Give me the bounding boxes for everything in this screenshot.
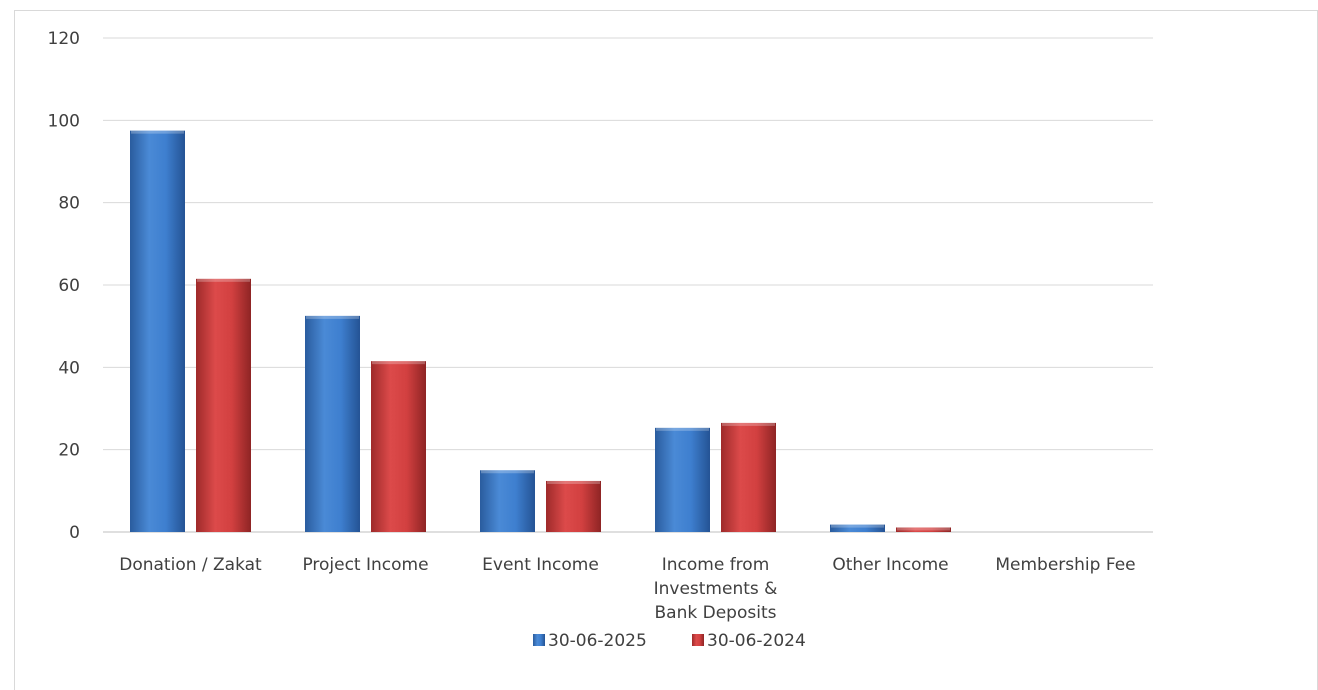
bar-30-06-2025-4 bbox=[830, 524, 885, 532]
bars bbox=[130, 130, 951, 532]
bar-30-06-2024-1 bbox=[371, 361, 426, 532]
bar-cap bbox=[197, 278, 250, 282]
bar-cap bbox=[306, 315, 359, 319]
legend-label: 30-06-2025 bbox=[548, 631, 647, 651]
y-tick-label: 0 bbox=[69, 523, 80, 543]
x-category-label: Investments & bbox=[654, 579, 778, 599]
gridlines bbox=[103, 37, 1153, 533]
bar-cap bbox=[481, 470, 534, 474]
x-category-label: Income from bbox=[662, 555, 770, 575]
bar-chart: 0 20 40 60 80 100 120 Donation / Zakat Project … bbox=[48, 29, 1153, 651]
x-category-label: Donation / Zakat bbox=[119, 555, 262, 575]
bar-30-06-2024-3 bbox=[721, 422, 776, 532]
x-axis-categories: Donation / Zakat Project Income Event Inco… bbox=[119, 555, 1135, 623]
legend-label: 30-06-2024 bbox=[707, 631, 806, 651]
bar-cap bbox=[722, 422, 775, 426]
bar-30-06-2024-2 bbox=[546, 480, 601, 532]
bar-30-06-2025-0 bbox=[130, 130, 185, 532]
x-category-label: Event Income bbox=[482, 555, 599, 575]
y-tick-label: 120 bbox=[48, 29, 80, 49]
bar-30-06-2025-2 bbox=[480, 470, 535, 532]
y-tick-label: 20 bbox=[58, 441, 80, 461]
y-tick-label: 100 bbox=[48, 111, 80, 131]
bar-30-06-2025-3 bbox=[655, 427, 710, 532]
y-axis-ticks: 0 20 40 60 80 100 120 bbox=[48, 29, 80, 543]
bar-cap bbox=[131, 130, 184, 134]
x-category-label: Bank Deposits bbox=[655, 603, 777, 623]
legend-swatch bbox=[533, 634, 545, 646]
bar-cap bbox=[831, 524, 884, 528]
x-category-label: Membership Fee bbox=[995, 555, 1135, 575]
bar-cap bbox=[372, 361, 425, 365]
bar-30-06-2024-0 bbox=[196, 278, 251, 532]
y-tick-label: 40 bbox=[58, 358, 80, 378]
x-category-label: Other Income bbox=[832, 555, 948, 575]
bar-30-06-2024-4 bbox=[896, 527, 951, 532]
bar-cap bbox=[897, 527, 950, 531]
y-tick-label: 80 bbox=[58, 194, 80, 214]
legend: 30-06-2025 30-06-2024 bbox=[533, 631, 806, 651]
bar-30-06-2025-1 bbox=[305, 315, 360, 532]
legend-swatch bbox=[692, 634, 704, 646]
y-tick-label: 60 bbox=[58, 276, 80, 296]
x-category-label: Project Income bbox=[302, 555, 428, 575]
bar-cap bbox=[656, 427, 709, 431]
bar-cap bbox=[547, 480, 600, 484]
